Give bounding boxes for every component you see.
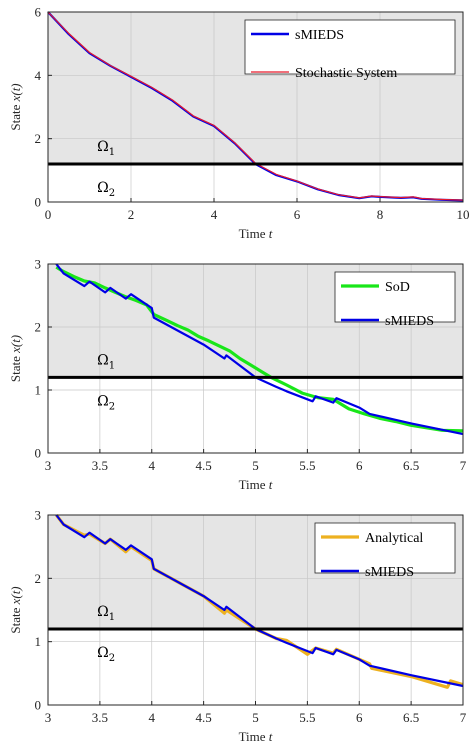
series-line-smieds [55, 514, 464, 688]
x-tick-label: 10 [457, 207, 470, 222]
x-tick-label: 5 [252, 710, 259, 725]
y-tick-label: 2 [35, 131, 42, 146]
x-axis-label: Time t [239, 477, 273, 492]
y-tick-label: 0 [35, 195, 42, 210]
y-tick-label: 3 [35, 508, 42, 523]
x-tick-label: 8 [377, 207, 384, 222]
x-tick-label: 3.5 [92, 458, 108, 473]
legend-entry-label: sMIEDS [295, 28, 344, 43]
plot-frame [47, 514, 464, 706]
y-tick-label: 1 [35, 383, 42, 398]
series-line-smieds [55, 263, 464, 436]
region-lower-fill [48, 164, 463, 202]
region-label-omega2: Ω2 [97, 645, 115, 664]
x-tick-label: 7 [460, 710, 467, 725]
x-tick-label: 6 [356, 710, 363, 725]
legend-entry-label: sMIEDS [365, 565, 414, 580]
y-tick-label: 0 [35, 698, 42, 713]
region-label-omega2: Ω2 [97, 180, 115, 199]
y-axis-label: State x(t) [8, 83, 23, 130]
chart-panel-2: 3 3.5 4 4.5 5 5.5 6 6.5 7 0 1 2 3 Ω1 Ω2 SoD sMIEDS Time t… [8, 257, 467, 493]
y-tick-label: 2 [35, 571, 42, 586]
legend-box [244, 19, 456, 75]
plot-frame [47, 263, 464, 454]
legend: sMIEDS Stochastic System [244, 19, 456, 81]
x-tick-label: 6.5 [403, 458, 419, 473]
x-tick-label: 4.5 [196, 458, 212, 473]
y-tick-label: 3 [35, 257, 42, 272]
region-label-omega1: Ω1 [97, 352, 115, 371]
x-tick-label: 0 [45, 207, 52, 222]
x-axis-label: Time t [239, 226, 273, 241]
x-tick-label: 5 [252, 458, 259, 473]
legend: SoD sMIEDS [334, 271, 456, 329]
legend-entry-label: SoD [385, 280, 410, 295]
x-tick-label: 2 [128, 207, 135, 222]
y-axis-label: State x(t) [8, 586, 23, 633]
plot-frame [47, 11, 464, 203]
x-tick-label: 4 [149, 458, 156, 473]
y-tick-label: 4 [35, 68, 42, 83]
y-tick-label: 1 [35, 634, 42, 649]
x-tick-label: 4 [149, 710, 156, 725]
legend-entry-label: Analytical [365, 531, 423, 546]
chart-panel-3: 3 3.5 4 4.5 5 5.5 6 6.5 7 0 1 2 3 Ω1 Ω2 Analytical sMIED… [8, 508, 467, 745]
series-line-sod [55, 265, 464, 433]
x-tick-label: 4 [211, 207, 218, 222]
legend-box [314, 522, 456, 574]
x-tick-label: 4.5 [196, 710, 212, 725]
x-tick-label: 6.5 [403, 710, 419, 725]
x-tick-label: 3.5 [92, 710, 108, 725]
region-label-omega1: Ω1 [97, 139, 115, 158]
x-tick-label: 3 [45, 710, 52, 725]
region-label-omega2: Ω2 [97, 393, 115, 412]
legend-box [334, 271, 456, 323]
x-axis-label: Time t [239, 729, 273, 744]
legend-entry-label: Stochastic System [295, 66, 397, 81]
x-tick-label: 5.5 [299, 458, 315, 473]
chart-panel-1: 0 2 4 6 8 10 0 2 4 6 Ω1 Ω2 sMIEDS Stochastic System Ti… [8, 5, 470, 242]
y-axis-label: State x(t) [8, 335, 23, 382]
x-tick-label: 7 [460, 458, 467, 473]
region-label-omega1: Ω1 [97, 604, 115, 623]
legend-entry-label: sMIEDS [385, 314, 434, 329]
x-tick-label: 3 [45, 458, 52, 473]
y-tick-label: 0 [35, 446, 42, 461]
series-line-stochastic-system [47, 11, 464, 201]
legend: Analytical sMIEDS [314, 522, 456, 580]
y-tick-label: 6 [35, 5, 42, 20]
x-tick-label: 6 [294, 207, 301, 222]
y-tick-label: 2 [35, 320, 42, 335]
x-tick-label: 5.5 [299, 710, 315, 725]
x-tick-label: 6 [356, 458, 363, 473]
